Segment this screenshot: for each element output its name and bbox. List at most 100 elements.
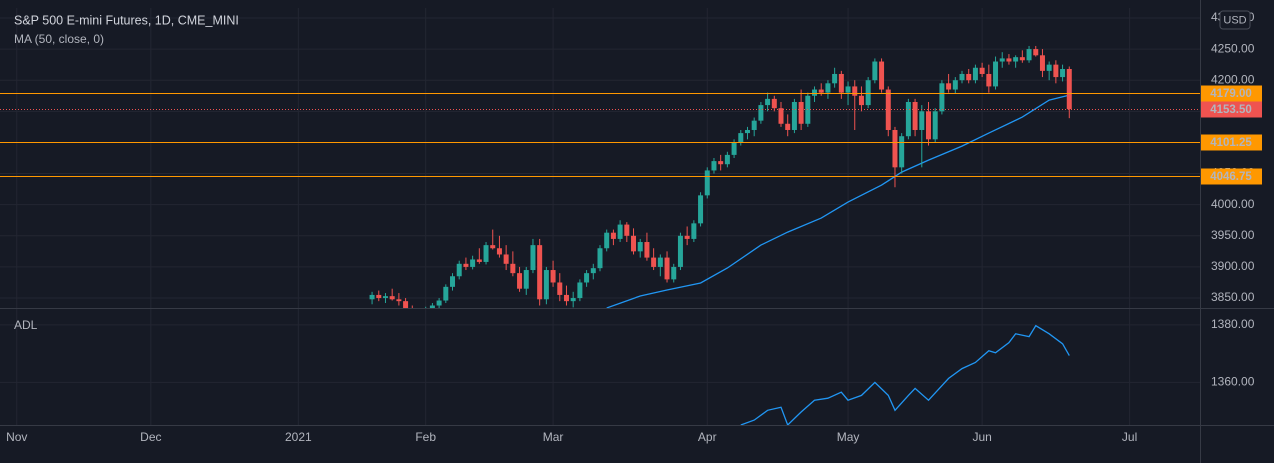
candle-body <box>771 98 777 109</box>
candle-body <box>932 111 938 140</box>
candle-body <box>852 86 858 96</box>
y-tick-label: 3850.00 <box>1211 290 1255 304</box>
candle-body <box>718 161 724 165</box>
candle-body <box>389 296 395 300</box>
candle-body <box>396 299 402 302</box>
price-tag-label: 4101.25 <box>1210 137 1252 149</box>
candle-body <box>429 305 435 308</box>
ma-legend: MA (50, close, 0) <box>14 32 104 46</box>
candle-body <box>577 282 583 299</box>
candle-body <box>637 242 643 252</box>
candle-body <box>1026 49 1032 61</box>
candle-body <box>785 123 791 130</box>
y-tick-label: 1380.00 <box>1211 317 1255 331</box>
y-tick-label: 3950.00 <box>1211 228 1255 242</box>
candle-body <box>751 120 757 130</box>
candle-body <box>490 245 496 249</box>
candle-body <box>624 224 630 236</box>
currency-badge[interactable] <box>1219 10 1251 30</box>
x-tick-label: Jul <box>1122 430 1137 444</box>
y-tick-label: 4000.00 <box>1211 197 1255 211</box>
candle-body <box>892 129 898 168</box>
candle-body <box>590 268 596 274</box>
candle-body <box>872 61 878 81</box>
price-tag <box>1201 85 1262 102</box>
candle-body <box>557 282 563 295</box>
candle-body <box>858 95 864 106</box>
adl-title: ADL <box>14 318 38 332</box>
moving-average <box>606 94 1070 308</box>
candle-body <box>999 58 1005 62</box>
candle-body <box>436 300 442 306</box>
candle-body <box>1046 64 1052 71</box>
currency-label[interactable]: USD <box>1223 14 1246 26</box>
candle-body <box>972 67 978 81</box>
y-tick-label: 4250.00 <box>1211 41 1255 55</box>
last-price-tag <box>1201 101 1262 118</box>
x-tick-label: Feb <box>415 430 436 444</box>
candle-body <box>517 273 523 289</box>
candle-body <box>845 86 851 93</box>
candle-body <box>610 232 616 239</box>
candle-body <box>818 89 824 93</box>
candle-body <box>543 270 549 300</box>
candle-body <box>677 235 683 267</box>
candle-body <box>791 101 797 130</box>
candle-body <box>463 263 469 267</box>
candle-body <box>403 301 409 308</box>
candle-body <box>1013 57 1019 62</box>
y-tick-label: 3900.00 <box>1211 259 1255 273</box>
candle-body <box>537 245 543 300</box>
candle-body <box>617 224 623 239</box>
candle-body <box>698 195 704 224</box>
candle-body <box>899 136 905 168</box>
candle-body <box>832 73 838 84</box>
y-tick-label: 1360.00 <box>1211 375 1255 389</box>
candle-body <box>952 80 958 90</box>
candle-body <box>731 142 737 155</box>
candle-body <box>496 248 502 255</box>
candle-body <box>919 111 925 130</box>
candle-body <box>939 83 945 112</box>
candle-body <box>738 133 744 143</box>
candle-body <box>470 259 476 267</box>
candle-body <box>563 294 569 302</box>
candle-body <box>684 235 690 239</box>
candle-body <box>1019 57 1025 61</box>
x-tick-label: Mar <box>543 430 564 444</box>
candle-body <box>838 73 844 93</box>
candle-body <box>1053 64 1059 78</box>
candle-body <box>966 73 972 81</box>
candle-body <box>664 257 670 280</box>
candle-body <box>604 232 610 249</box>
candle-body <box>443 286 449 301</box>
candle-body <box>530 245 536 271</box>
candle-body <box>879 61 885 90</box>
candle-body <box>986 73 992 87</box>
candle-body <box>946 83 952 90</box>
adl-plot <box>740 324 1070 425</box>
candle-body <box>644 242 650 258</box>
candle-body <box>1039 55 1045 71</box>
x-tick-label: Nov <box>6 430 27 444</box>
candle-body <box>456 263 462 277</box>
price-tag-label: 4046.75 <box>1210 171 1252 183</box>
candle-body <box>993 61 999 87</box>
candle-body <box>657 257 663 267</box>
candle-body <box>651 257 657 267</box>
candle-body <box>758 105 764 121</box>
candle-body <box>812 89 818 96</box>
x-tick-label: May <box>837 430 860 444</box>
candle-body <box>476 259 482 262</box>
candle-body <box>382 296 388 299</box>
price-tag <box>1201 134 1262 151</box>
y-tick-label: 4200.00 <box>1211 72 1255 86</box>
adl-grid <box>0 309 1200 425</box>
candle-body <box>1006 58 1012 62</box>
candle-body <box>925 111 931 140</box>
adl-line <box>740 324 1070 425</box>
candle-body <box>912 101 918 130</box>
